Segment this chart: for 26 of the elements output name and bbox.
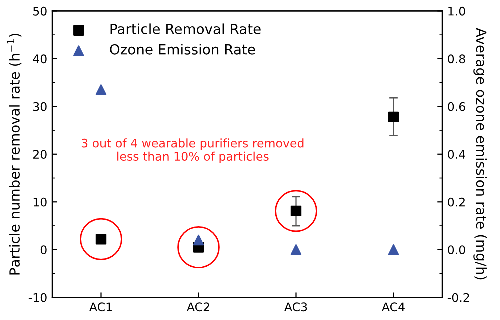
x-tick-label: AC4 <box>382 302 405 312</box>
x-tick-label: AC1 <box>90 302 112 312</box>
y2-tick-label: 0.0 <box>448 246 466 255</box>
point <box>290 244 302 256</box>
y-tick-label: -10 <box>28 293 47 302</box>
y2-axis-title: Average ozone emission rate (mg/h) <box>474 28 488 280</box>
y2-tick-label: 0.4 <box>448 150 466 160</box>
y-axis-title: Particle number removal rate (h$^{−1}$) <box>7 34 22 275</box>
y2-tick-label: -0.2 <box>448 293 470 302</box>
annotation: 3 out of 4 wearable purifiers removed less than 10% of particles <box>82 138 304 164</box>
y-tick-label: 50 <box>34 6 47 16</box>
y-tick-label: 0 <box>40 246 47 255</box>
y2-tick-label: 1.0 <box>448 6 466 16</box>
y2-tick-label: 0.6 <box>448 102 466 112</box>
y-tick-label: 30 <box>34 102 47 112</box>
y2-tick-label: 0.2 <box>448 198 465 207</box>
x-tick-label: AC3 <box>284 302 308 312</box>
y-tick-label: 20 <box>33 150 47 160</box>
point <box>388 244 400 256</box>
point <box>96 84 107 96</box>
legend-label: Particle Removal Rate <box>110 24 261 34</box>
y2-tick-label: 0.8 <box>448 54 466 64</box>
y-tick-label: 10 <box>34 198 47 207</box>
x-tick-label: AC2 <box>187 302 210 312</box>
legend-label: Ozone Emission Rate <box>110 44 256 55</box>
y-tick-label: 40 <box>33 54 47 64</box>
